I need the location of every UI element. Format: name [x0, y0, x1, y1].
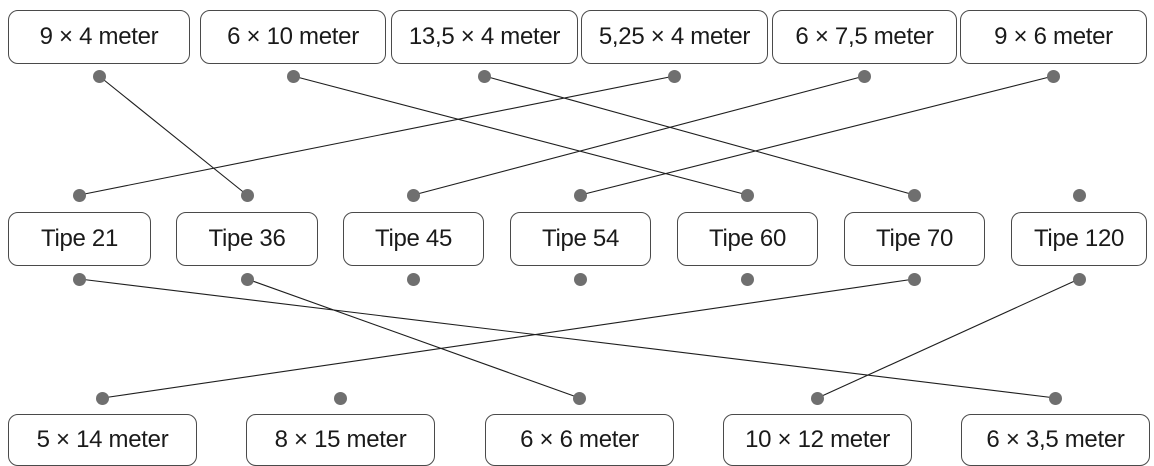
bottom-connector-dot[interactable]: [811, 391, 824, 405]
middle-bottom-connector-dot[interactable]: [574, 272, 587, 286]
middle-top-connector-dot[interactable]: [73, 188, 86, 202]
upper-connection-line: [79, 75, 675, 196]
bottom-option-box: 5 × 14 meter: [8, 414, 197, 466]
middle-bottom-connector-dot[interactable]: [741, 272, 754, 286]
top-connector-dot[interactable]: [92, 69, 106, 83]
bottom-connector-dot[interactable]: [334, 391, 347, 405]
lower-connection-line: [246, 278, 580, 399]
top-connector-dot[interactable]: [478, 69, 491, 83]
bottom-option-box: 6 × 3,5 meter: [961, 414, 1150, 466]
middle-bottom-connector-dot[interactable]: [908, 272, 921, 286]
middle-bottom-connector-dot[interactable]: [1072, 272, 1086, 286]
upper-connection-line: [98, 75, 248, 196]
type-box: Tipe 45: [343, 212, 484, 266]
bottom-option-box: 8 × 15 meter: [246, 414, 435, 466]
middle-bottom-connector-dot[interactable]: [73, 272, 86, 286]
top-connector-dot[interactable]: [1047, 69, 1060, 83]
top-option-box: 6 × 10 meter: [200, 10, 386, 64]
type-box: Tipe 21: [8, 212, 151, 266]
upper-connection-line: [413, 75, 865, 196]
top-option-box: 9 × 4 meter: [8, 10, 190, 64]
middle-bottom-connector-dot[interactable]: [407, 272, 420, 286]
top-connector-dot[interactable]: [286, 69, 300, 83]
middle-top-connector-dot[interactable]: [574, 188, 587, 202]
middle-top-connector-dot[interactable]: [1072, 188, 1086, 202]
middle-bottom-connector-dot[interactable]: [240, 272, 254, 286]
type-box: Tipe 60: [677, 212, 818, 266]
type-box: Tipe 120: [1011, 212, 1147, 266]
middle-top-connector-dot[interactable]: [741, 188, 754, 202]
bottom-connector-dot[interactable]: [96, 391, 109, 405]
bottom-option-box: 10 × 12 meter: [723, 414, 912, 466]
bottom-connector-dot[interactable]: [1049, 391, 1062, 405]
top-connector-dot[interactable]: [668, 69, 681, 83]
type-box: Tipe 36: [176, 212, 318, 266]
top-connector-dot[interactable]: [858, 69, 871, 83]
bottom-connector-dot[interactable]: [573, 391, 586, 405]
top-option-box: 13,5 × 4 meter: [391, 10, 578, 64]
upper-connection-line: [292, 75, 748, 196]
top-option-box: 6 × 7,5 meter: [772, 10, 957, 64]
middle-top-connector-dot[interactable]: [407, 188, 420, 202]
lower-connection-line: [79, 278, 1056, 399]
top-option-box: 5,25 × 4 meter: [581, 10, 768, 64]
lower-connection-line: [102, 278, 915, 399]
bottom-option-box: 6 × 6 meter: [485, 414, 674, 466]
upper-connection-line: [484, 75, 915, 196]
upper-connection-line: [580, 75, 1054, 196]
middle-top-connector-dot[interactable]: [240, 188, 254, 202]
type-box: Tipe 54: [510, 212, 651, 266]
type-box: Tipe 70: [844, 212, 985, 266]
lower-connection-line: [817, 278, 1080, 399]
top-option-box: 9 × 6 meter: [960, 10, 1147, 64]
middle-top-connector-dot[interactable]: [908, 188, 921, 202]
